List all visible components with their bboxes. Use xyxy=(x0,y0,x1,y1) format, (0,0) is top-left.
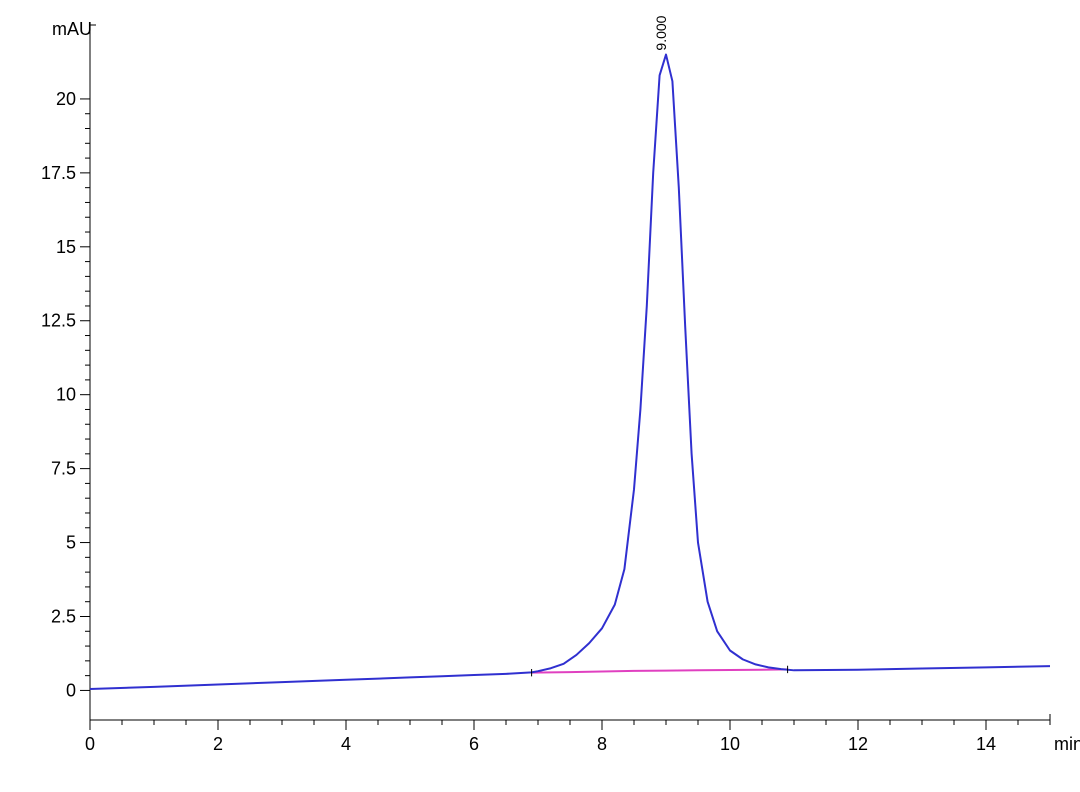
y-tick-label: 10 xyxy=(56,385,76,405)
y-tick-label: 20 xyxy=(56,89,76,109)
y-axis-title: mAU xyxy=(52,19,92,39)
peak-label: 9.000 xyxy=(653,15,669,50)
x-tick-label: 12 xyxy=(848,734,868,754)
x-tick-label: 2 xyxy=(213,734,223,754)
x-tick-label: 14 xyxy=(976,734,996,754)
chromatogram-chart: 0 2 4 6 8 10 12 14 min 0 2.5 5 7.5 10 12.5 15 17.5 20 mAU 9… xyxy=(0,0,1080,792)
x-tick-label: 4 xyxy=(341,734,351,754)
x-tick-label: 0 xyxy=(85,734,95,754)
y-tick-label: 5 xyxy=(66,533,76,553)
chart-svg: 0 2 4 6 8 10 12 14 min 0 2.5 5 7.5 10 12.5 15 17.5 20 mAU 9… xyxy=(0,0,1080,792)
x-axis-title: min xyxy=(1054,734,1080,754)
x-tick-label: 10 xyxy=(720,734,740,754)
x-tick-label: 8 xyxy=(597,734,607,754)
baseline-trace xyxy=(532,669,788,672)
y-tick-label: 0 xyxy=(66,680,76,700)
y-tick-label: 12.5 xyxy=(41,311,76,331)
y-tick-label: 15 xyxy=(56,237,76,257)
y-tick-label: 7.5 xyxy=(51,459,76,479)
y-tick-label: 17.5 xyxy=(41,163,76,183)
signal-trace xyxy=(90,55,1050,689)
x-tick-label: 6 xyxy=(469,734,479,754)
y-tick-label: 2.5 xyxy=(51,606,76,626)
